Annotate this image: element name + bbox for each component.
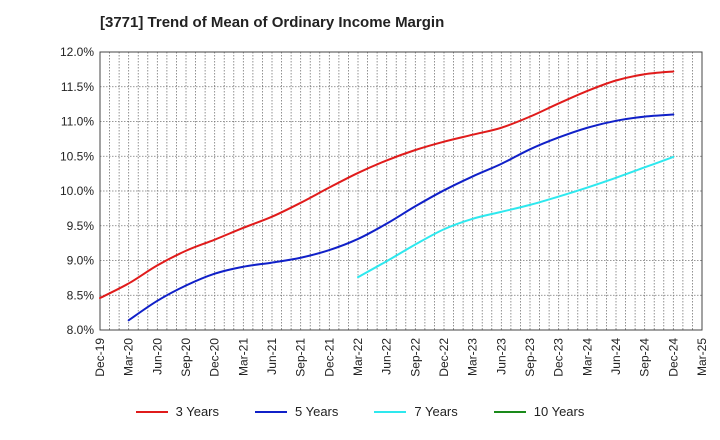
- x-tick-label: Sep-23: [523, 338, 537, 377]
- y-tick-label: 8.5%: [67, 288, 95, 302]
- y-tick-label: 8.0%: [67, 323, 95, 337]
- legend-label-7-years: 7 Years: [414, 404, 458, 419]
- x-tick-label: Dec-24: [666, 338, 680, 377]
- legend-item-3-years: 3 Years: [135, 404, 219, 419]
- legend-label-10-years: 10 Years: [533, 404, 585, 419]
- legend-label-3-years: 3 Years: [175, 404, 219, 419]
- legend-swatch-3-years: [135, 410, 168, 413]
- x-tick-label: Mar-24: [580, 338, 594, 376]
- legend-swatch-5-years: [255, 410, 287, 413]
- x-tick-label: Dec-20: [208, 338, 222, 377]
- y-tick-label: 10.5%: [60, 149, 94, 163]
- x-tick-label: Dec-21: [322, 338, 336, 377]
- series-line-7-years: [357, 155, 675, 279]
- x-tick-label: Mar-20: [122, 338, 136, 376]
- legend-item-5-years: 5 Years: [255, 404, 338, 419]
- x-tick-label: Mar-21: [236, 338, 250, 376]
- x-tick-label: Jun-20: [150, 338, 164, 375]
- x-tick-label: Sep-21: [294, 338, 308, 377]
- legend-label-5-years: 5 Years: [295, 404, 339, 419]
- x-tick-label: Sep-20: [179, 338, 193, 377]
- chart-title: [3771] Trend of Mean of Ordinary Income …: [100, 14, 445, 31]
- x-tick-label: Jun-22: [380, 338, 394, 375]
- gridlines: [100, 52, 702, 330]
- x-tick-label: Dec-23: [552, 338, 566, 377]
- y-tick-label: 11.0%: [61, 115, 94, 129]
- x-tick-label: Sep-24: [638, 338, 652, 377]
- x-axis: Dec-19 Mar-20 Jun-20 Sep-20 Dec-20 Mar-21 Jun-…: [93, 338, 709, 377]
- legend: 3 Years 5 Years 7 Years 10 Years: [0, 404, 720, 419]
- y-tick-label: 9.0%: [67, 254, 95, 268]
- x-tick-label: Mar-22: [351, 338, 365, 376]
- x-tick-label: Mar-23: [466, 338, 480, 376]
- legend-swatch-10-years: [493, 410, 526, 413]
- y-tick-label: 12.0%: [60, 45, 94, 59]
- series-line-5-years: [127, 113, 675, 322]
- x-tick-label: Jun-24: [609, 338, 623, 375]
- y-tick-label: 9.5%: [67, 219, 95, 233]
- x-tick-label: Mar-25: [695, 338, 709, 376]
- x-tick-label: Sep-22: [408, 338, 422, 377]
- series-lines: [99, 70, 675, 322]
- x-tick-label: Jun-21: [265, 338, 279, 375]
- y-axis: 8.0% 8.5% 9.0% 9.5% 10.0% 10.5% 11.0% 11.5% 12.0…: [60, 45, 94, 337]
- x-tick-label: Jun-23: [494, 338, 508, 375]
- x-tick-label: Dec-22: [437, 338, 451, 377]
- plot-frame: [99, 51, 703, 331]
- x-tick-label: Dec-19: [93, 338, 107, 377]
- legend-swatch-7-years: [374, 410, 407, 413]
- series-line-3-years: [99, 70, 675, 300]
- legend-item-10-years: 10 Years: [493, 404, 585, 419]
- y-tick-label: 11.5%: [61, 80, 94, 94]
- y-tick-label: 10.0%: [60, 184, 94, 198]
- legend-item-7-years: 7 Years: [374, 404, 458, 419]
